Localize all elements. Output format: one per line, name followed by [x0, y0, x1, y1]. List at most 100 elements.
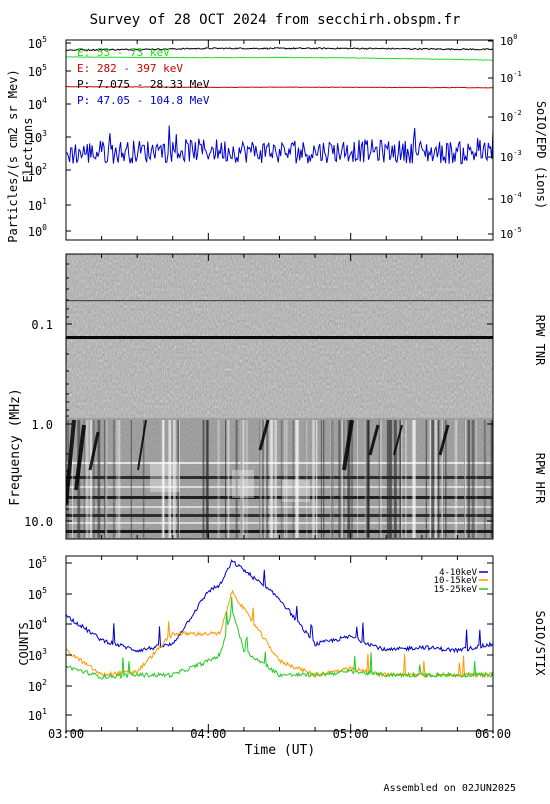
tick-base: 10	[500, 151, 513, 164]
epd-right-tick-label: 10-1	[500, 70, 522, 85]
epd-left-tick-label: 102	[28, 162, 47, 178]
spectrogram-striation	[284, 420, 286, 538]
radio-burst	[438, 424, 450, 456]
epd-series-line-3	[66, 125, 493, 165]
spectrogram-striation	[112, 420, 116, 538]
spectrogram-striation	[475, 420, 477, 538]
epd-right-tick-label: 10-5	[500, 226, 522, 241]
spectrogram-striation	[72, 420, 74, 538]
tick-base: 10	[28, 680, 42, 694]
spectrogram-striation	[259, 420, 261, 538]
spectrogram-striation	[441, 420, 444, 538]
spectrogram-striation	[333, 420, 335, 538]
tick-exponent: 2	[42, 678, 47, 687]
spectrogram-striation	[206, 420, 208, 538]
spectrogram-striation	[97, 420, 101, 538]
spectrogram-striation	[142, 420, 145, 538]
rpw-tick-label: 1.0	[31, 418, 53, 432]
spectrogram-striation	[259, 420, 262, 538]
spectrogram-striation	[401, 420, 403, 538]
tick-exponent: 3	[42, 129, 47, 138]
tick-exponent: 5	[42, 555, 47, 564]
spectrogram-band	[66, 300, 493, 302]
spectrogram-band	[66, 506, 493, 508]
spectrogram-striation	[390, 420, 393, 538]
tick-exponent: 0	[42, 223, 47, 232]
spectrogram-striation	[274, 420, 277, 538]
epd-legend-entry: E: 282 - 397 keV	[77, 62, 183, 75]
tick-base: 10	[500, 72, 513, 85]
spectrogram-striation	[434, 420, 438, 538]
epd-ylabel-2: Electrons	[21, 117, 35, 182]
spectrogram-striation	[332, 420, 334, 538]
stix-legend-label: 4-10keV	[439, 568, 478, 578]
tick-base: 10	[28, 98, 42, 112]
tick-exponent: 4	[42, 96, 47, 105]
spectrogram-striation	[83, 420, 85, 538]
spectrogram-striation	[386, 420, 389, 538]
epd-ylabel-right: SoIO/EPD (ions)	[534, 101, 548, 209]
spectrogram-striation	[455, 420, 458, 538]
stix-series-line-1	[66, 589, 493, 679]
tick-base: 10	[28, 225, 42, 239]
radio-burst	[342, 419, 354, 471]
stix-legend-label: 15-25keV	[434, 585, 478, 595]
rpw-ylabel: Frequency (MHz)	[8, 388, 23, 505]
spectrogram-striation	[116, 420, 118, 538]
epd-right-tick-label: 100	[500, 33, 517, 48]
tick-base: 10	[28, 65, 42, 79]
spectrogram-striation	[105, 420, 107, 538]
spectrogram-striation	[338, 420, 340, 538]
tick-exponent: 5	[42, 586, 47, 595]
radio-burst	[258, 419, 270, 451]
spectrogram-striation	[412, 420, 416, 538]
epd-left-tick-label: 100	[28, 223, 47, 239]
spectrogram-striation	[306, 420, 308, 538]
tick-base: 10	[28, 588, 42, 602]
spectrogram-striation	[405, 420, 407, 538]
spectrogram-striation	[393, 420, 397, 538]
spectrogram-striation	[162, 420, 165, 538]
epd-series-line-1	[66, 85, 493, 89]
spectrogram-striation	[364, 420, 367, 538]
tick-exponent: -4	[513, 191, 521, 199]
radio-burst	[368, 424, 380, 456]
spectrogram-striation	[117, 420, 121, 538]
spectrogram-band	[66, 476, 493, 479]
spectrogram-striation	[130, 420, 132, 538]
spectrogram-striation	[92, 420, 95, 538]
spectrogram-striation	[168, 420, 171, 538]
spectrogram-band	[66, 522, 493, 524]
spectrogram-striation	[347, 420, 350, 538]
spectrogram-band	[66, 514, 493, 517]
spectrogram-striation	[292, 420, 295, 538]
spectrogram-striation	[280, 420, 283, 538]
spectrogram-striation	[339, 420, 342, 538]
epd-left-tick-label: 103	[28, 129, 47, 145]
x-tick-label: 03:00	[48, 727, 84, 741]
epd-legend-entry: E: 53 - 73 keV	[77, 46, 170, 59]
spectrogram-striation	[217, 420, 220, 538]
rpw-tick-label: 0.1	[31, 318, 53, 332]
spectrogram-striation	[89, 420, 93, 538]
spectrogram-striation	[202, 420, 205, 538]
spectrogram-striation	[393, 420, 397, 538]
tick-exponent: -5	[513, 226, 521, 234]
spectrogram-patch	[282, 480, 310, 502]
spectrogram-striation	[464, 420, 467, 538]
epd-legend-entry: P: 7.075 - 28.33 MeV	[77, 78, 210, 91]
spectrogram-striation	[490, 420, 493, 538]
spectrogram-striation	[265, 420, 268, 538]
rpw-hfr-label: RPW HFR	[533, 453, 547, 504]
assembled-footer: Assembled on 02JUN2025	[384, 783, 516, 794]
spectrogram-striation	[205, 420, 208, 538]
tick-base: 10	[28, 709, 42, 723]
spectrogram-patch	[150, 462, 180, 492]
tick-exponent: 3	[42, 647, 47, 656]
stix-tick-label: 101	[28, 707, 47, 723]
spectrogram-striation	[240, 420, 243, 538]
tick-base: 10	[28, 649, 42, 663]
